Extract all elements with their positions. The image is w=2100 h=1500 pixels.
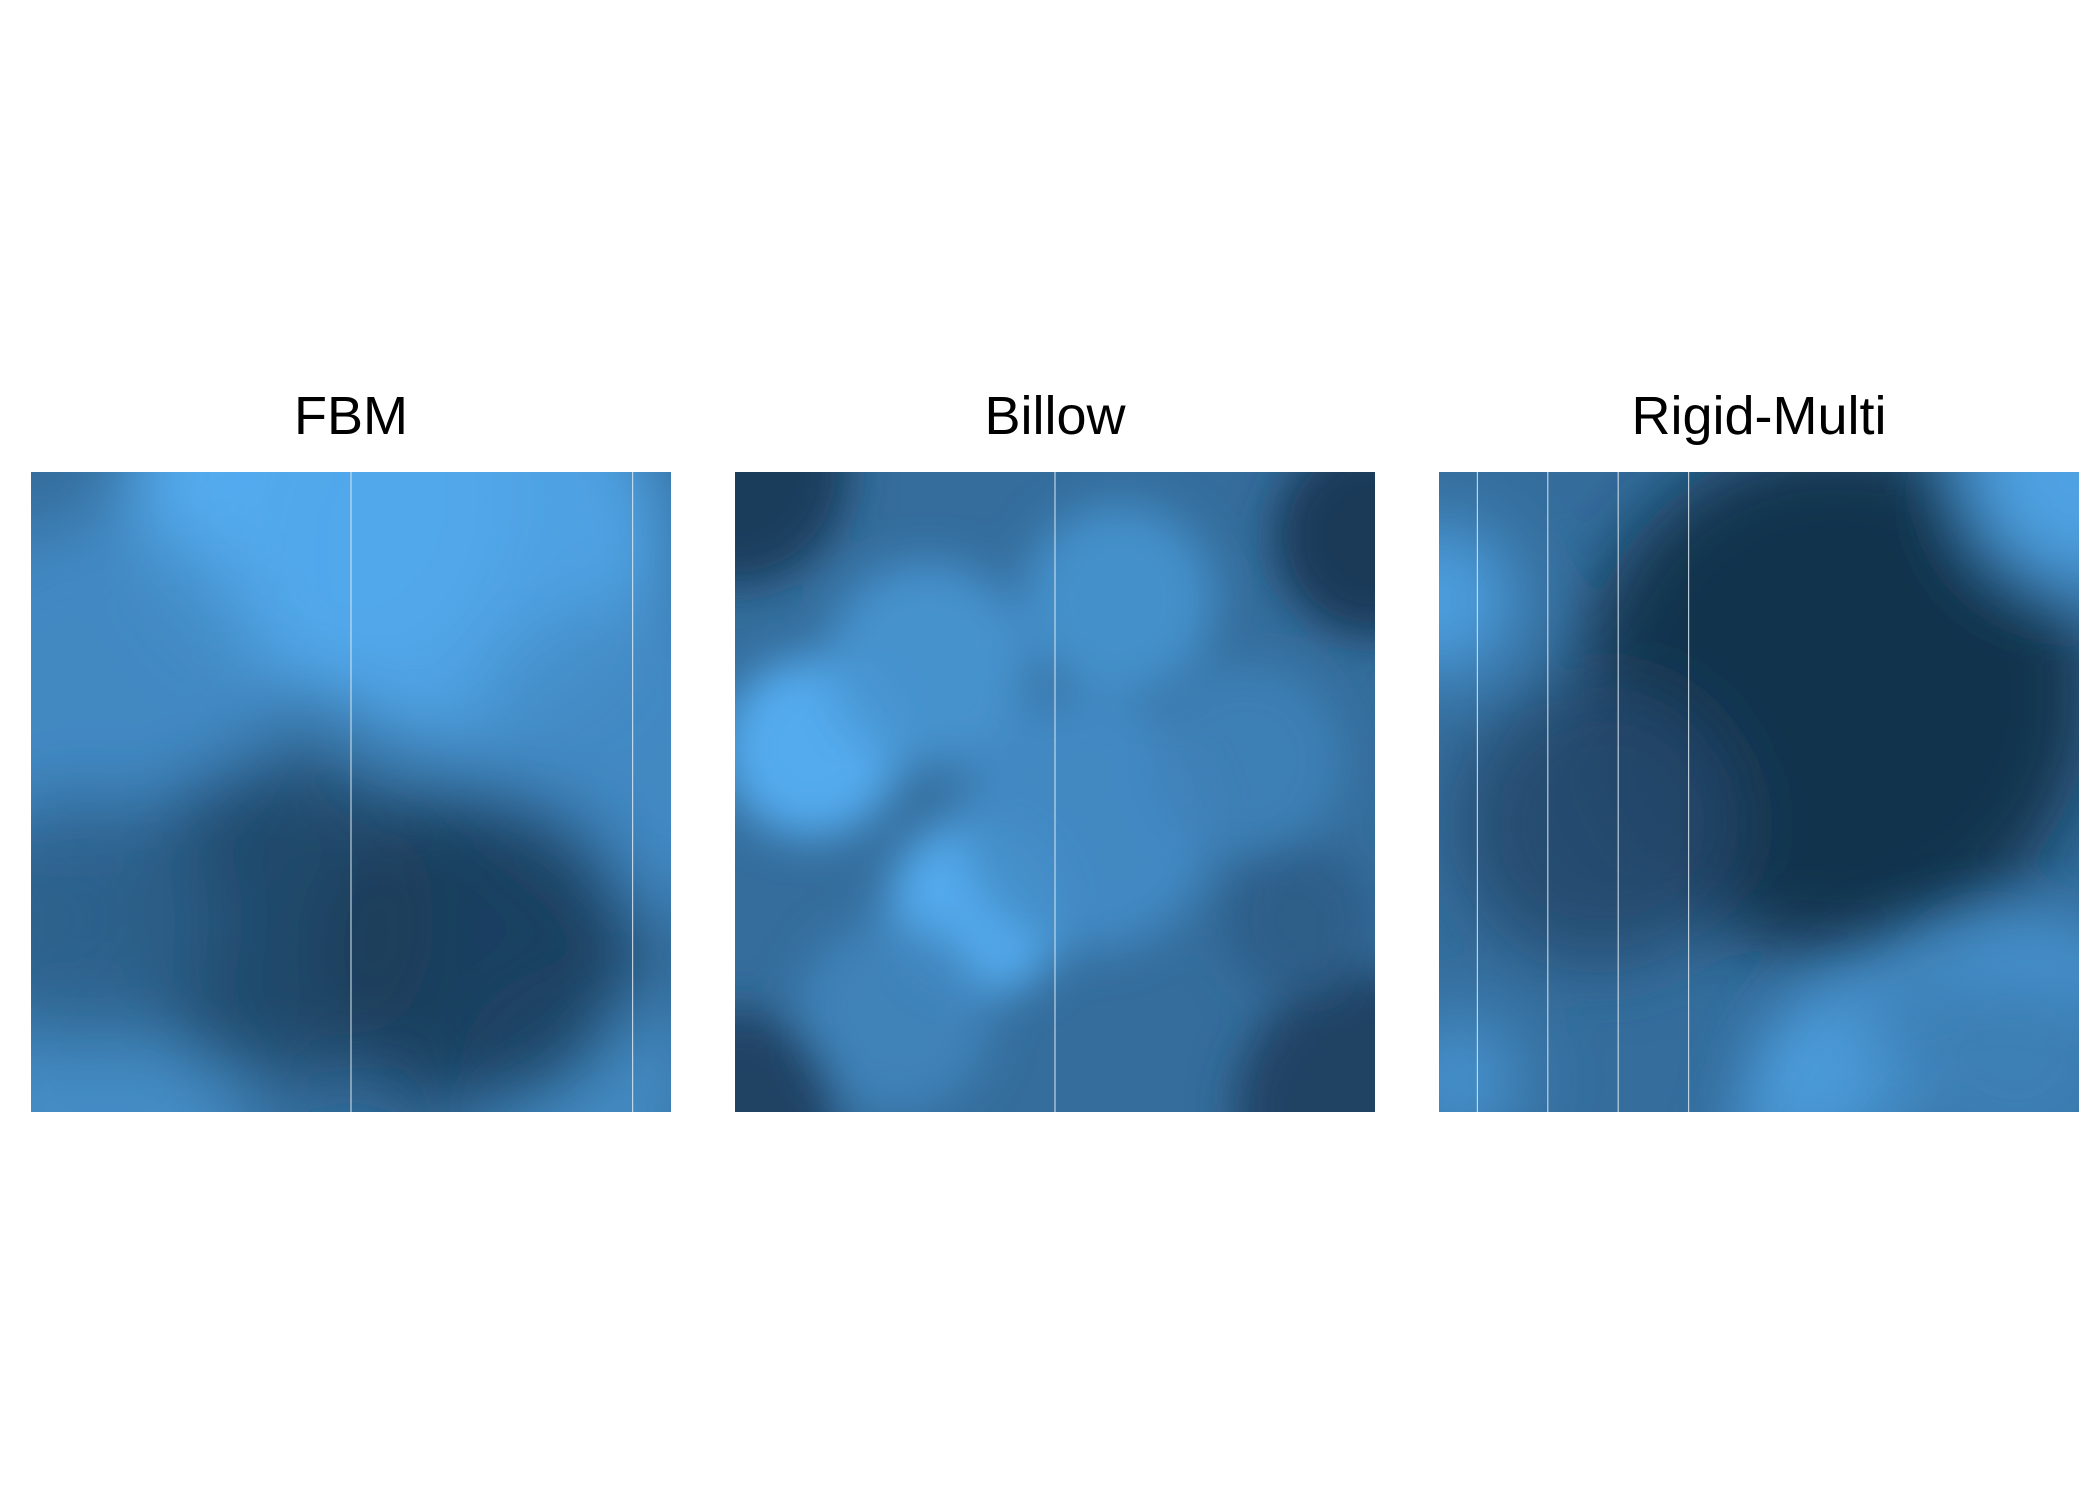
- heatmap-blob-10: [1234, 971, 1375, 1112]
- heatmap-rigid-multi: [1439, 472, 2079, 1112]
- panel-rigid-multi: Rigid-Multi: [1439, 386, 2079, 1112]
- heatmap-blob-6: [1151, 664, 1343, 856]
- heatmap-blob-4: [1439, 1016, 1523, 1112]
- panel-fbm: FBM: [31, 386, 671, 1112]
- heatmap-blob-8: [31, 792, 211, 1048]
- panel-title-rigid-multi: Rigid-Multi: [1631, 386, 1886, 446]
- heatmap-fbm: [31, 472, 671, 1112]
- heatmap-blob-3: [1439, 523, 1516, 677]
- heatmap-blob-2: [1963, 472, 2079, 588]
- heatmap-field: [31, 472, 671, 1112]
- heatmap-blob-2: [824, 561, 1030, 767]
- heatmap-blob-6: [1899, 932, 2079, 1112]
- heatmap-blob-8: [1272, 472, 1375, 639]
- heatmap-blob-11: [1221, 843, 1375, 997]
- heatmap-blob-1: [1458, 683, 1740, 965]
- heatmap-blob-5: [799, 920, 991, 1112]
- heatmap-field: [1439, 472, 2079, 1112]
- heatmap-blob-3: [1023, 504, 1215, 696]
- heatmap-field: [735, 472, 1375, 1112]
- heatmap-ridge: [1756, 931, 2079, 1112]
- heatmap-blob-7: [735, 472, 851, 588]
- panel-title-billow: Billow: [984, 386, 1126, 446]
- panel-billow: Billow: [735, 386, 1375, 1112]
- panel-title-fbm: FBM: [294, 386, 408, 446]
- heatmap-billow: [735, 472, 1375, 1112]
- heatmap-blob-9: [735, 1009, 838, 1112]
- heatmap-blob-7: [319, 792, 639, 1112]
